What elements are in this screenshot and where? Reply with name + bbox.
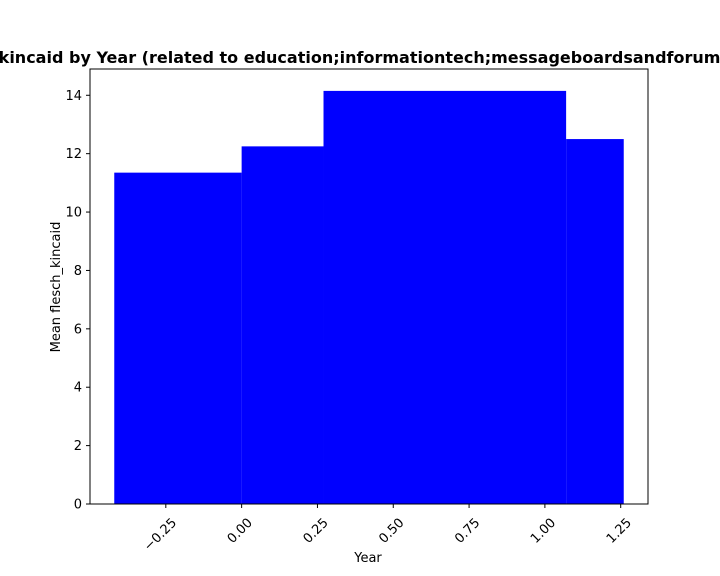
y-tick-label: 6 (74, 322, 82, 337)
x-tick-label: 1.00 (528, 516, 559, 547)
y-axis-ticks: 0 2 4 6 8 10 12 14 (65, 89, 90, 513)
plot-frame (89, 68, 649, 505)
x-tick-label: 0.25 (301, 516, 332, 547)
chart-title: Plot of Mean flesch_kincaid by Year (rel… (0, 48, 720, 67)
bar-2 (323, 90, 567, 505)
y-tick-label: 8 (74, 264, 82, 279)
y-axis-label: Mean flesch_kincaid (49, 222, 64, 353)
y-tick-label: 4 (74, 381, 82, 396)
x-tick-label: −0.25 (141, 516, 180, 555)
bar-1 (241, 146, 324, 504)
bars-group (114, 90, 624, 505)
y-tick-label: 12 (65, 147, 82, 162)
y-tick-label: 0 (74, 498, 82, 513)
x-tick-label: 0.75 (452, 516, 483, 547)
y-tick-label: 10 (65, 206, 82, 221)
x-tick-label: 0.50 (376, 516, 407, 547)
bar-0 (114, 172, 242, 505)
bar-3 (566, 139, 624, 504)
y-tick-label: 2 (74, 439, 82, 454)
x-tick-label: 0.00 (225, 516, 256, 547)
x-axis-ticks: −0.25 0.00 0.25 0.50 0.75 1.00 1.25 (141, 504, 635, 554)
y-tick-label: 14 (65, 89, 82, 104)
x-axis-label: Year (353, 551, 382, 566)
x-tick-label: 1.25 (604, 516, 635, 547)
